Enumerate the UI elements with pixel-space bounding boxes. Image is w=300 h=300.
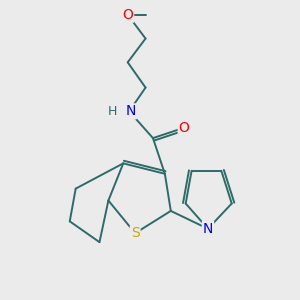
Text: N: N: [203, 222, 213, 236]
Text: H: H: [108, 105, 118, 118]
Text: S: S: [131, 226, 140, 240]
Text: O: O: [122, 8, 133, 22]
Text: N: N: [125, 104, 136, 118]
Text: O: O: [179, 121, 190, 135]
